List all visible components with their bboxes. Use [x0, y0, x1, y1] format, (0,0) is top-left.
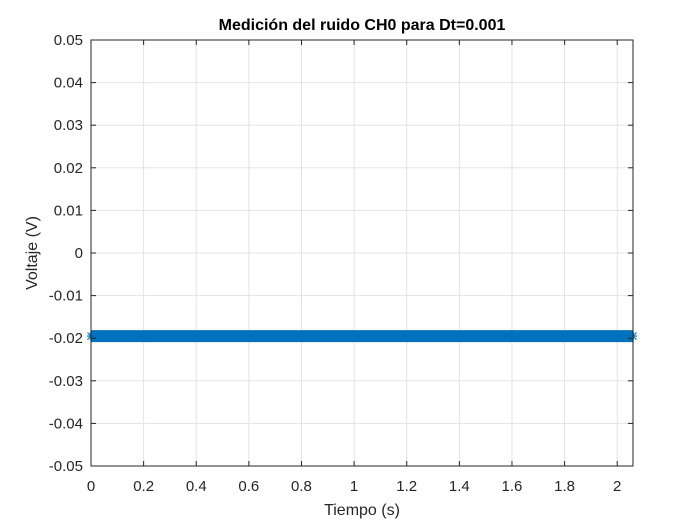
x-tick-label: 0.6 — [238, 478, 259, 495]
x-tick-labels: 0 0.2 0.4 0.6 0.8 1 1.2 1.4 1.6 1.8 2 — [87, 478, 622, 495]
y-tick-label: -0.02 — [49, 330, 83, 347]
y-tick-label: 0.03 — [54, 117, 83, 134]
x-tick-label: 1.2 — [396, 478, 417, 495]
x-tick-label: 1.8 — [554, 478, 575, 495]
chart-title: Medición del ruido CH0 para Dt=0.001 — [219, 17, 506, 34]
y-axis-label: Voltaje (V) — [24, 216, 41, 290]
y-tick-label: 0.02 — [54, 160, 83, 177]
x-tick-label: 0.8 — [291, 478, 312, 495]
data-series — [87, 330, 637, 343]
series-markers — [87, 331, 637, 342]
y-tick-label: -0.01 — [49, 288, 83, 305]
y-tick-label: 0.01 — [54, 202, 83, 219]
x-tick-label: 0.2 — [133, 478, 154, 495]
axis-ticks — [90, 39, 633, 467]
x-tick-label: 1 — [350, 478, 358, 495]
y-tick-label: 0.04 — [54, 75, 83, 92]
x-tick-label: 1.6 — [502, 478, 523, 495]
x-tick-label: 0.4 — [186, 478, 207, 495]
y-tick-label: 0 — [75, 245, 83, 262]
y-tick-label: -0.04 — [49, 415, 83, 432]
x-tick-label: 2 — [613, 478, 621, 495]
y-tick-label: -0.03 — [49, 373, 83, 390]
x-tick-label: 0 — [87, 478, 95, 495]
y-tick-labels: 0.05 0.04 0.03 0.02 0.01 0 -0.01 -0.02 -0.03 -0.0… — [49, 32, 83, 475]
y-tick-label: 0.05 — [54, 32, 83, 49]
y-tick-label: -0.05 — [49, 458, 83, 475]
x-axis-label: Tiempo (s) — [324, 502, 400, 519]
x-tick-label: 1.4 — [449, 478, 470, 495]
